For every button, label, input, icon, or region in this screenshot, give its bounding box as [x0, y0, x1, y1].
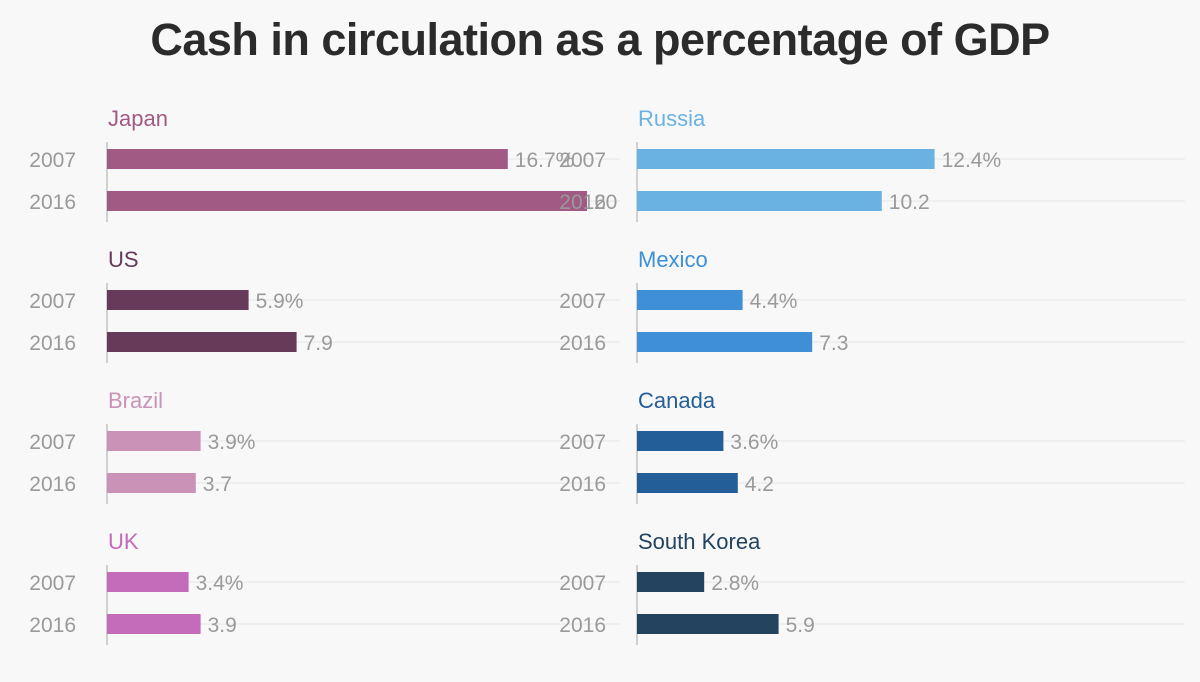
- year-label-2016: 2016: [559, 332, 606, 355]
- value-label-mexico-2007: 4.4%: [750, 290, 798, 313]
- value-label-south-korea-2007: 2.8%: [711, 572, 759, 595]
- year-label-2016: 2016: [29, 191, 76, 214]
- country-label-us: US: [108, 247, 139, 272]
- bar-mexico-2016: [637, 332, 813, 352]
- year-label-2016: 2016: [29, 332, 76, 355]
- bar-south-korea-2016: [637, 614, 779, 634]
- country-label-japan: Japan: [108, 106, 168, 131]
- year-label-2016: 2016: [29, 614, 76, 637]
- bar-russia-2007: [637, 149, 935, 169]
- value-label-uk-2007: 3.4%: [196, 572, 244, 595]
- bar-japan-2016: [107, 191, 587, 211]
- bar-uk-2007: [107, 572, 189, 592]
- value-label-russia-2007: 12.4%: [942, 149, 1002, 172]
- year-label-2007: 2007: [559, 149, 606, 172]
- panel-us: US 2007 5.9% 2016 7.9: [29, 247, 620, 363]
- panel-mexico: Mexico 2007 4.4% 2016 7.3: [559, 247, 1185, 363]
- value-label-canada-2016: 4.2: [745, 473, 774, 496]
- value-label-canada-2007: 3.6%: [730, 431, 778, 454]
- country-label-brazil: Brazil: [108, 388, 163, 413]
- value-label-uk-2016: 3.9: [208, 614, 237, 637]
- value-label-us-2007: 5.9%: [256, 290, 304, 313]
- year-label-2007: 2007: [29, 149, 76, 172]
- bar-brazil-2016: [107, 473, 196, 493]
- panel-brazil: Brazil 2007 3.9% 2016 3.7: [29, 388, 620, 504]
- year-label-2016: 2016: [559, 614, 606, 637]
- bar-mexico-2007: [637, 290, 743, 310]
- bar-us-2016: [107, 332, 297, 352]
- value-label-us-2016: 7.9: [304, 332, 333, 355]
- bar-brazil-2007: [107, 431, 201, 451]
- year-label-2007: 2007: [29, 431, 76, 454]
- bar-canada-2007: [637, 431, 724, 451]
- country-label-mexico: Mexico: [638, 247, 708, 272]
- value-label-mexico-2016: 7.3: [819, 332, 848, 355]
- panel-uk: UK 2007 3.4% 2016 3.9: [29, 529, 620, 645]
- value-label-south-korea-2016: 5.9: [786, 614, 815, 637]
- panel-canada: Canada 2007 3.6% 2016 4.2: [559, 388, 1185, 504]
- year-label-2007: 2007: [559, 431, 606, 454]
- country-label-canada: Canada: [638, 388, 716, 413]
- bar-south-korea-2007: [637, 572, 705, 592]
- year-label-2016: 2016: [29, 473, 76, 496]
- year-label-2007: 2007: [559, 572, 606, 595]
- bar-russia-2016: [637, 191, 882, 211]
- country-label-south-korea: South Korea: [638, 529, 761, 554]
- country-label-uk: UK: [108, 529, 139, 554]
- value-label-russia-2016: 10.2: [889, 191, 930, 214]
- value-label-japan-2016: 20: [594, 191, 617, 214]
- bar-canada-2016: [637, 473, 738, 493]
- value-label-brazil-2007: 3.9%: [208, 431, 256, 454]
- panel-south-korea: South Korea 2007 2.8% 2016 5.9: [559, 529, 1185, 645]
- chart-title: Cash in circulation as a percentage of G…: [150, 14, 1050, 65]
- bar-japan-2007: [107, 149, 508, 169]
- panel-russia: Russia 2007 12.4% 2016 10.2: [559, 106, 1185, 222]
- value-label-japan-2007: 16.7%: [515, 149, 575, 172]
- bar-us-2007: [107, 290, 249, 310]
- year-label-2007: 2007: [29, 290, 76, 313]
- bar-uk-2016: [107, 614, 201, 634]
- year-label-2016: 2016: [559, 191, 606, 214]
- country-label-russia: Russia: [638, 106, 706, 131]
- year-label-2007: 2007: [559, 290, 606, 313]
- year-label-2007: 2007: [29, 572, 76, 595]
- year-label-2016: 2016: [559, 473, 606, 496]
- value-label-brazil-2016: 3.7: [203, 473, 232, 496]
